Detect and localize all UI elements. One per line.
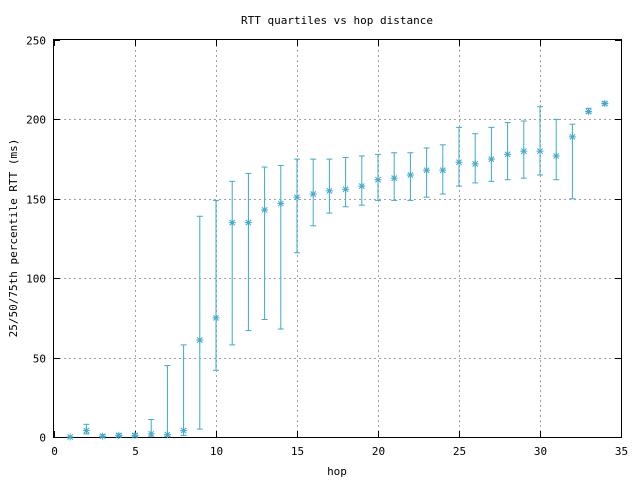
error-bar bbox=[537, 106, 543, 176]
error-bar bbox=[358, 155, 365, 206]
data-point-marker bbox=[147, 430, 155, 438]
error-bar bbox=[326, 158, 333, 214]
data-point-marker bbox=[66, 433, 74, 441]
data-point-marker bbox=[196, 336, 204, 344]
error-bar bbox=[342, 157, 349, 208]
error-bar bbox=[164, 365, 171, 437]
data-point-marker bbox=[601, 100, 609, 108]
grid bbox=[54, 40, 621, 437]
series bbox=[66, 100, 609, 441]
y-tick-label: 100 bbox=[26, 273, 46, 286]
data-point-marker bbox=[115, 431, 123, 439]
data-point-marker bbox=[455, 158, 463, 166]
data-point-marker bbox=[163, 431, 171, 439]
data-point-marker bbox=[261, 206, 269, 214]
y-tick-label: 50 bbox=[33, 353, 46, 366]
data-point-marker bbox=[293, 193, 301, 201]
data-point-marker bbox=[244, 219, 252, 227]
x-axis-label: hop bbox=[327, 465, 347, 478]
data-point-marker bbox=[552, 152, 560, 160]
error-bar bbox=[488, 126, 495, 182]
error-bar bbox=[472, 133, 479, 184]
x-tick-label: 0 bbox=[51, 445, 58, 458]
error-bar bbox=[294, 158, 300, 254]
data-point-marker bbox=[374, 176, 382, 184]
data-point-marker bbox=[358, 182, 366, 190]
error-bar bbox=[213, 199, 219, 371]
data-point-marker bbox=[487, 155, 495, 163]
x-tick-label: 10 bbox=[210, 445, 223, 458]
x-tick-label: 5 bbox=[132, 445, 139, 458]
y-tick-label: 250 bbox=[26, 35, 46, 48]
plot-frame bbox=[53, 39, 622, 438]
error-bar bbox=[245, 172, 252, 332]
x-tick-label: 35 bbox=[615, 445, 628, 458]
data-point-marker bbox=[471, 160, 479, 168]
error-bar bbox=[229, 180, 236, 346]
data-point-marker bbox=[520, 147, 528, 155]
chart-title: RTT quartiles vs hop distance bbox=[241, 14, 433, 27]
data-point-marker bbox=[228, 219, 236, 227]
data-point-marker bbox=[180, 427, 188, 435]
y-tick-label: 200 bbox=[26, 114, 46, 127]
y-tick-label: 0 bbox=[39, 432, 46, 445]
error-bar bbox=[553, 118, 560, 181]
data-point-marker bbox=[504, 150, 512, 158]
data-point-marker bbox=[309, 190, 317, 198]
error-bar bbox=[277, 164, 284, 330]
x-tick-label: 15 bbox=[291, 445, 304, 458]
data-point-marker bbox=[342, 185, 350, 193]
data-point-marker bbox=[212, 314, 220, 322]
y-tick-label: 150 bbox=[26, 194, 46, 207]
error-bar bbox=[180, 344, 187, 436]
data-point-marker bbox=[82, 427, 90, 435]
data-point-marker bbox=[131, 431, 139, 439]
error-bar bbox=[261, 166, 268, 320]
data-point-marker bbox=[423, 166, 431, 174]
error-bar bbox=[456, 126, 462, 187]
data-point-marker bbox=[406, 171, 414, 179]
ticks: 0 5 10 15 20 25 30 35 0 50 100 150 200 250 bbox=[26, 35, 628, 459]
data-point-marker bbox=[585, 107, 593, 115]
x-tick-label: 25 bbox=[453, 445, 466, 458]
data-point-marker bbox=[99, 432, 107, 440]
y-axis-label: 25/50/75th percentile RTT (ms) bbox=[7, 139, 20, 338]
data-point-marker bbox=[390, 174, 398, 182]
data-point-marker bbox=[439, 166, 447, 174]
error-bar bbox=[196, 215, 203, 430]
data-point-marker bbox=[568, 133, 576, 141]
x-tick-label: 20 bbox=[372, 445, 385, 458]
data-point-marker bbox=[325, 187, 333, 195]
x-tick-label: 30 bbox=[534, 445, 547, 458]
data-point-marker bbox=[277, 200, 285, 208]
data-point-marker bbox=[536, 147, 544, 155]
